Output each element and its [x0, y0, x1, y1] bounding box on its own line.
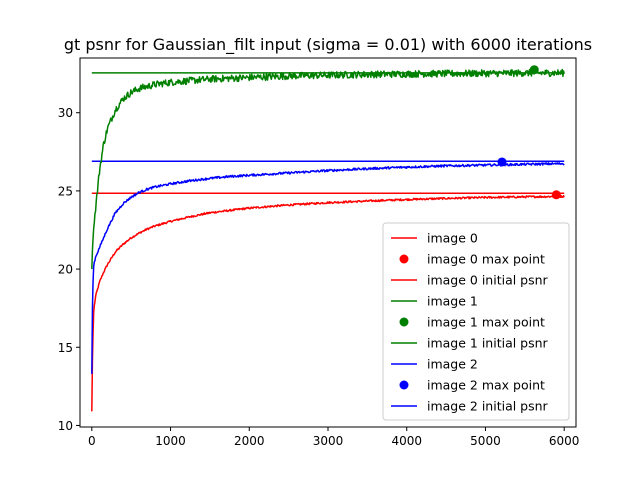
legend-swatch-7	[399, 380, 409, 390]
legend-label-5: image 1 initial psnr	[427, 336, 549, 351]
legend-label-2: image 0 initial psnr	[427, 273, 549, 288]
x-tick-label-2: 2000	[234, 434, 265, 448]
legend-label-0: image 0	[427, 231, 478, 246]
legend-label-1: image 0 max point	[427, 252, 545, 267]
x-tick-label-0: 0	[88, 434, 96, 448]
axes: 0 1000 2000 3000 4000 5000 6000 10 15 20 25 30	[58, 57, 580, 448]
legend-label-8: image 2 initial psnr	[427, 399, 549, 414]
series-line-2	[91, 162, 565, 374]
series-line-0	[91, 194, 565, 412]
x-tick-label-6: 6000	[549, 434, 580, 448]
x-tick-label-1: 1000	[155, 434, 186, 448]
y-tick-label-4: 30	[58, 106, 73, 120]
max-point-1	[529, 65, 539, 75]
y-tick-label-3: 25	[58, 184, 73, 198]
x-tick-label-5: 5000	[470, 434, 501, 448]
legend-label-6: image 2	[427, 357, 478, 372]
x-tick-label-3: 3000	[313, 434, 344, 448]
x-tick-label-4: 4000	[391, 434, 422, 448]
legend-label-4: image 1 max point	[427, 315, 545, 330]
legend-box	[382, 222, 570, 421]
legend-swatch-1	[399, 254, 409, 264]
legend: image 0 image 0 max point image 0 initial …	[382, 222, 570, 421]
y-tick-label-1: 15	[58, 341, 73, 355]
y-tick-label-2: 20	[58, 263, 73, 277]
legend-label-7: image 2 max point	[427, 378, 545, 393]
max-point-0	[551, 190, 561, 200]
legend-label-3: image 1	[427, 294, 478, 309]
plot-area	[91, 65, 565, 412]
plot-series-group	[91, 65, 565, 412]
chart-title: gt psnr for Gaussian_filt input (sigma =…	[64, 35, 592, 55]
legend-swatch-4	[399, 317, 409, 327]
max-point-2	[497, 157, 507, 167]
y-tick-label-0: 10	[58, 419, 73, 433]
series-line-1	[91, 68, 565, 270]
